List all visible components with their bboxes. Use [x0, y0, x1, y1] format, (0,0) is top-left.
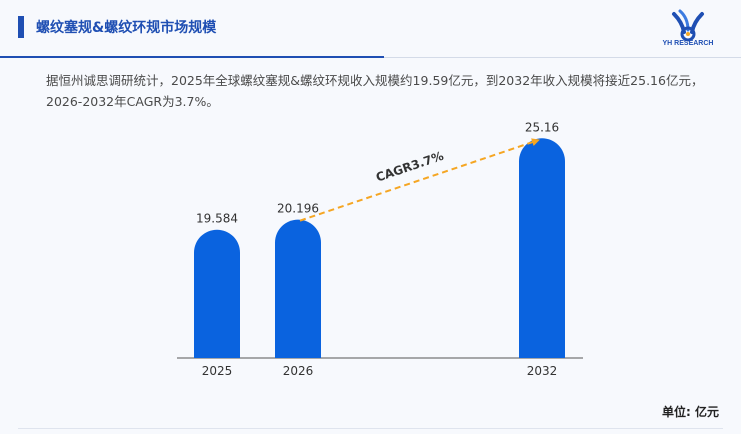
chart-header: 螺纹塞规&螺纹环规市场规模 YH RESEARCH	[0, 0, 741, 60]
bar-2026	[275, 219, 321, 358]
title-underline	[0, 56, 384, 58]
value-label-2025: 19.584	[196, 212, 238, 226]
cagr-arrow	[299, 138, 540, 222]
value-label-2026: 20.196	[277, 202, 319, 216]
bottom-divider	[18, 428, 723, 429]
bar-2025	[194, 229, 241, 358]
yh-research-logo-icon	[672, 9, 704, 42]
page-title: 螺纹塞规&螺纹环规市场规模	[36, 20, 217, 36]
cagr-label: CAGR3.7%	[374, 149, 445, 185]
unit-label: 单位: 亿元	[662, 405, 719, 419]
description-text: 据恒州诚思调研统计，2025年全球螺纹塞规&螺纹环规收入规模约19.59亿元，到…	[46, 73, 704, 109]
header-divider	[384, 57, 741, 58]
logo-text: YH RESEARCH	[662, 40, 714, 47]
bar-2032	[519, 138, 565, 358]
x-tick-label-2026: 2026	[283, 364, 314, 378]
value-label-2032: 25.16	[525, 120, 559, 134]
x-tick-label-2025: 2025	[202, 364, 233, 378]
title-marker	[18, 16, 24, 38]
x-tick-label-2032: 2032	[527, 364, 558, 378]
